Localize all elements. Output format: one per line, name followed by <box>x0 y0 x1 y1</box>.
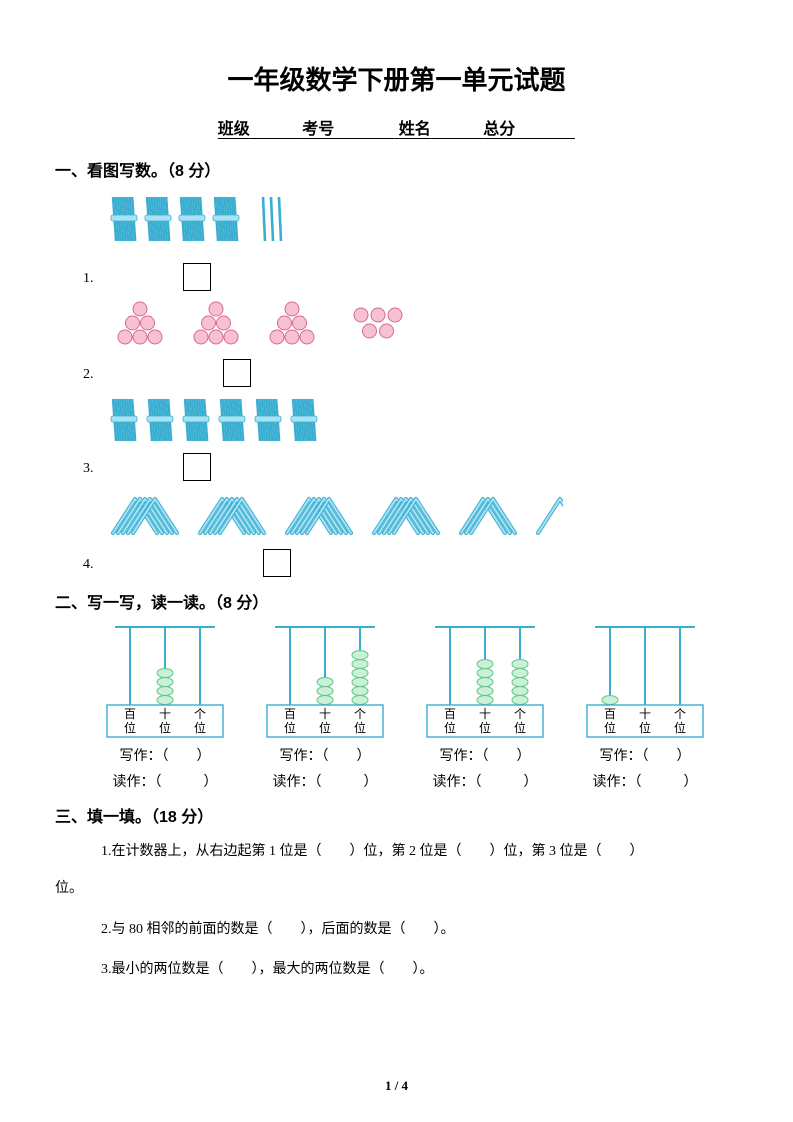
name-blank[interactable] <box>431 122 479 139</box>
q3-2: 2.与 80 相邻的前面的数是（ ），后面的数是（ ）。 <box>101 915 738 946</box>
svg-text:十: 十 <box>159 707 171 721</box>
read-3[interactable]: 读作：（ ） <box>415 771 555 791</box>
chevrons-icon <box>103 487 563 549</box>
q1-4: 4. <box>103 487 738 577</box>
q1-1: 1. <box>103 189 738 291</box>
read-4[interactable]: 读作：（ ） <box>575 771 715 791</box>
abacus-1: 百位十位个位 写作：（ ） 读作：（ ） <box>95 621 235 791</box>
score-blank[interactable] <box>515 122 575 139</box>
class-label: 班级 <box>218 121 250 138</box>
svg-text:位: 位 <box>604 720 616 735</box>
abacus-4: 百位十位个位 写作：（ ） 读作：（ ） <box>575 621 715 791</box>
bundles-icon <box>103 393 363 453</box>
q1-2-answer[interactable] <box>223 359 251 387</box>
abacus-icon: 百位十位个位 <box>95 621 235 739</box>
q1-3-answer[interactable] <box>183 453 211 481</box>
svg-text:位: 位 <box>159 720 171 735</box>
svg-text:十: 十 <box>479 707 491 721</box>
sticks-icon <box>103 189 363 263</box>
svg-text:位: 位 <box>514 720 526 735</box>
svg-text:个: 个 <box>674 707 686 721</box>
class-blank[interactable] <box>250 122 298 139</box>
svg-text:百: 百 <box>604 707 616 721</box>
section3-title: 三、填一填。（18 分） <box>55 803 738 827</box>
q1-3: 3. <box>103 393 738 481</box>
abacus-icon: 百位十位个位 <box>575 621 715 739</box>
q3-1a: 1.在计数器上，从右边起第 1 位是（ ）位，第 2 位是（ ）位，第 3 位是… <box>121 837 738 868</box>
q3-body: 1.在计数器上，从右边起第 1 位是（ ）位，第 2 位是（ ）位，第 3 位是… <box>101 837 738 868</box>
svg-text:百: 百 <box>284 707 296 721</box>
q3-1b: 位。 <box>55 874 738 905</box>
q1-4-answer[interactable] <box>263 549 291 577</box>
svg-text:位: 位 <box>354 720 366 735</box>
write-3[interactable]: 写作：（ ） <box>415 745 555 765</box>
svg-text:位: 位 <box>444 720 456 735</box>
svg-text:位: 位 <box>479 720 491 735</box>
abacus-icon: 百位十位个位 <box>415 621 555 739</box>
svg-text:百: 百 <box>444 707 456 721</box>
svg-text:位: 位 <box>124 720 136 735</box>
q1-2-num: 2. <box>83 367 94 383</box>
q1-1-answer[interactable] <box>183 263 211 291</box>
student-info-line: 班级 考号 姓名 总分 <box>55 115 738 139</box>
circles-triangle-icon <box>103 297 443 359</box>
write-4[interactable]: 写作：（ ） <box>575 745 715 765</box>
svg-text:位: 位 <box>319 720 331 735</box>
q1-1-num: 1. <box>83 271 94 287</box>
score-label: 总分 <box>483 121 515 138</box>
q1-2: 2. <box>103 297 738 387</box>
page-title: 一年级数学下册第一单元试题 <box>55 60 738 97</box>
read-1[interactable]: 读作：（ ） <box>95 771 235 791</box>
q1-4-num: 4. <box>83 557 94 573</box>
svg-text:位: 位 <box>284 720 296 735</box>
abacus-3: 百位十位个位 写作：（ ） 读作：（ ） <box>415 621 555 791</box>
write-2[interactable]: 写作：（ ） <box>255 745 395 765</box>
section1-title: 一、看图写数。（8 分） <box>55 157 738 181</box>
section2-title: 二、写一写，读一读。（8 分） <box>55 589 738 613</box>
q1-3-num: 3. <box>83 461 94 477</box>
svg-text:十: 十 <box>319 707 331 721</box>
abacus-row: 百位十位个位 写作：（ ） 读作：（ ） 百位十位个位 写作：（ ） 读作：（ … <box>95 621 738 791</box>
svg-text:百: 百 <box>124 707 136 721</box>
svg-text:个: 个 <box>194 707 206 721</box>
q3-2-text: 2.与 80 相邻的前面的数是（ ），后面的数是（ ）。 <box>121 915 738 946</box>
q3-3-text: 3.最小的两位数是（ ），最大的两位数是（ ）。 <box>121 955 738 986</box>
svg-text:位: 位 <box>639 720 651 735</box>
svg-text:位: 位 <box>194 720 206 735</box>
write-1[interactable]: 写作：（ ） <box>95 745 235 765</box>
svg-text:十: 十 <box>639 707 651 721</box>
svg-text:个: 个 <box>514 707 526 721</box>
read-2[interactable]: 读作：（ ） <box>255 771 395 791</box>
abacus-2: 百位十位个位 写作：（ ） 读作：（ ） <box>255 621 395 791</box>
q3-3: 3.最小的两位数是（ ），最大的两位数是（ ）。 <box>101 955 738 986</box>
id-blank[interactable] <box>334 122 394 139</box>
abacus-icon: 百位十位个位 <box>255 621 395 739</box>
id-label: 考号 <box>302 121 334 138</box>
name-label: 姓名 <box>399 121 431 138</box>
page-number: 1 / 4 <box>0 1078 793 1094</box>
svg-text:位: 位 <box>674 720 686 735</box>
svg-text:个: 个 <box>354 707 366 721</box>
